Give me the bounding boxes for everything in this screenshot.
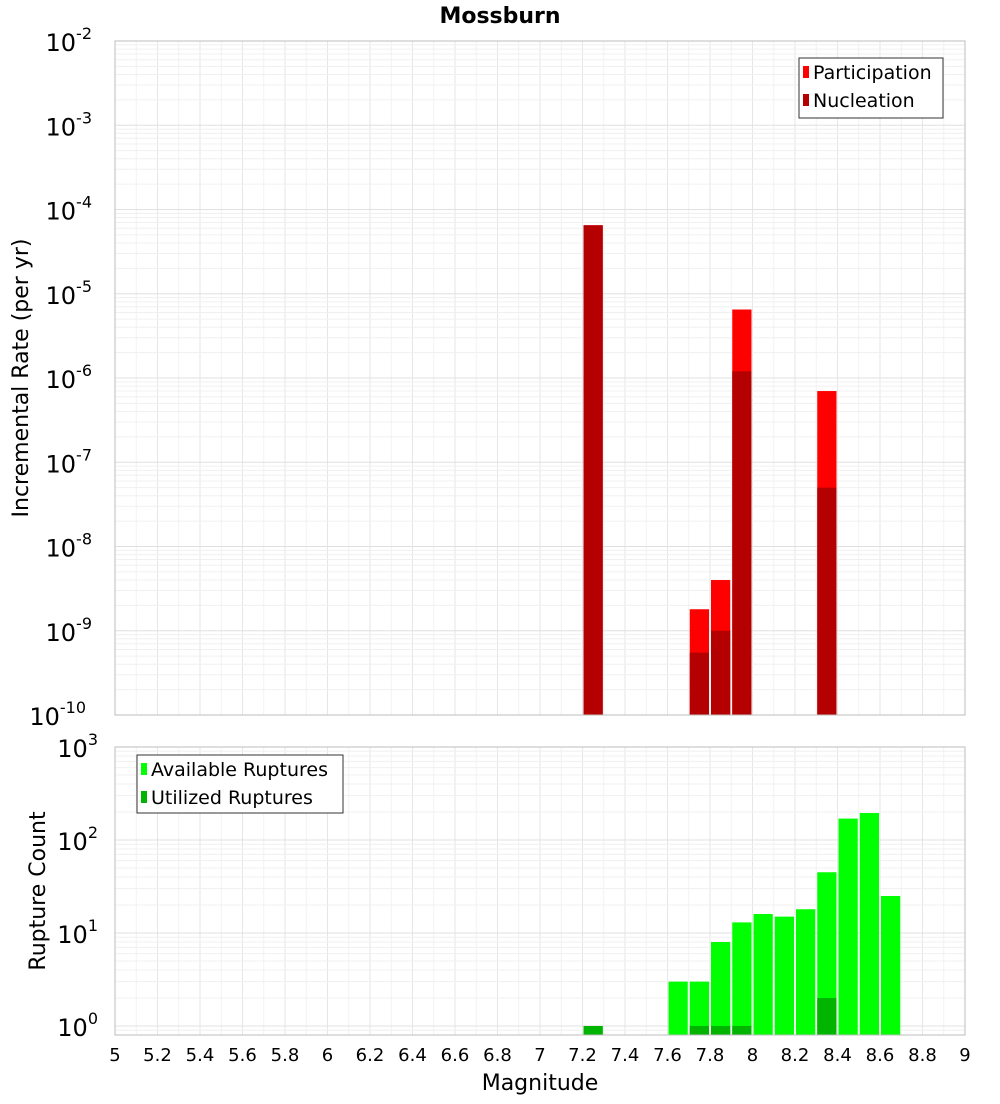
x-tick-label-0: 5 [109, 1045, 120, 1066]
x-tick-label-4: 5.8 [271, 1045, 300, 1066]
x-tick-label-19: 8.8 [908, 1045, 937, 1066]
bottom-bar-0-6 [774, 916, 794, 1035]
x-tick-label-18: 8.6 [866, 1045, 895, 1066]
bottom-bar-0-7 [796, 909, 816, 1035]
top-legend-label-1: Nucleation [813, 90, 915, 112]
top-plot-frame [114, 40, 966, 716]
x-tick-label-5: 6 [322, 1045, 333, 1066]
x-ticks: 5 5.2 5.4 5.6 5.8 6 6.2 6.4 6.6 6.8 7 7.2 7.4 7.6 7.8 8… [109, 1045, 970, 1066]
bottom-legend-label-1: Utilized Ruptures [151, 787, 313, 809]
chart-title: Mossburn [439, 4, 560, 29]
bottom-bar-0-4 [732, 922, 752, 1035]
bottom-y-tick-label-0: 103 [57, 730, 98, 763]
top-y-tick-label-6: 10-8 [46, 530, 93, 563]
x-tick-label-12: 7.4 [611, 1045, 640, 1066]
top-bar-1-3 [732, 371, 752, 715]
bottom-y-tick-label-3: 100 [57, 1009, 98, 1042]
top-y-tick-label-0: 10-2 [46, 24, 93, 57]
x-tick-label-15: 8 [747, 1045, 758, 1066]
top-y-tick-label-2: 10-4 [46, 193, 93, 226]
top-y-tick-label-3: 10-5 [46, 277, 93, 310]
bottom-legend-swatch-1 [141, 791, 147, 803]
bottom-legend-label-0: Available Ruptures [151, 759, 328, 781]
top-legend-swatch-1 [803, 94, 809, 106]
bottom-bar-0-2 [689, 981, 709, 1035]
top-y-tick-label-8: 10-10 [29, 698, 86, 731]
bottom-bar-0-11 [881, 895, 901, 1035]
bottom-panel-marks: 103 102 101 100 5 5.2 5.4 5.6 5.8 6 6.2 6.4 6.6 6.8 7 7… [57, 730, 970, 1066]
bottom-bar-1-0 [583, 1025, 603, 1035]
bottom-bar-0-3 [711, 942, 731, 1035]
x-tick-label-6: 6.2 [356, 1045, 385, 1066]
x-tick-label-16: 8.2 [781, 1045, 810, 1066]
bottom-y-axis-label: Rupture Count [26, 811, 51, 971]
x-tick-label-10: 7 [534, 1045, 545, 1066]
bottom-y-tick-label-2: 101 [57, 916, 98, 949]
bottom-plot-frame [114, 746, 966, 1036]
top-y-axis-label: Incremental Rate (per yr) [9, 239, 34, 518]
x-axis-label: Magnitude [482, 1071, 599, 1096]
x-tick-label-11: 7.2 [568, 1045, 597, 1066]
x-tick-label-8: 6.6 [441, 1045, 470, 1066]
bottom-bar-1-3 [732, 1025, 752, 1035]
bottom-legend: Available Ruptures Utilized Ruptures [136, 754, 344, 814]
bottom-bar-0-10 [859, 813, 879, 1035]
x-tick-label-13: 7.6 [653, 1045, 682, 1066]
bottom-y-ticks: 103 102 101 100 [57, 730, 98, 1042]
x-tick-label-17: 8.4 [823, 1045, 852, 1066]
bottom-bar-0-9 [838, 818, 858, 1035]
x-tick-label-1: 5.2 [143, 1045, 172, 1066]
top-legend: Participation Nucleation [798, 57, 944, 119]
top-bar-1-1 [689, 652, 709, 715]
x-tick-label-7: 6.4 [398, 1045, 427, 1066]
bottom-bar-1-2 [711, 1025, 731, 1035]
bottom-bar-0-1 [668, 981, 688, 1035]
top-series-1 [583, 225, 837, 715]
bottom-bar-1-4 [817, 997, 837, 1035]
bottom-series-1 [583, 997, 837, 1035]
bottom-bar-1-1 [689, 1025, 709, 1035]
x-tick-label-9: 6.8 [483, 1045, 512, 1066]
top-legend-swatch-0 [803, 66, 809, 78]
x-tick-label-14: 7.8 [696, 1045, 725, 1066]
top-y-ticks: 10-2 10-3 10-4 10-5 10-6 10-7 10-8 10-9 10-10 [29, 24, 92, 731]
bottom-y-tick-label-1: 102 [57, 823, 98, 856]
top-legend-label-0: Participation [813, 62, 932, 84]
x-tick-label-2: 5.4 [186, 1045, 215, 1066]
top-y-tick-label-4: 10-6 [46, 361, 93, 394]
x-tick-label-20: 9 [959, 1045, 970, 1066]
bottom-legend-swatch-0 [141, 763, 147, 775]
top-y-tick-label-5: 10-7 [46, 445, 93, 478]
top-legend-box [798, 57, 944, 119]
bottom-bar-0-8 [817, 872, 837, 1035]
top-bar-1-2 [711, 630, 731, 715]
top-panel-marks: 10-2 10-3 10-4 10-5 10-6 10-7 10-8 10-9 10-10 Par… [29, 24, 966, 731]
top-bar-1-0 [583, 225, 603, 715]
top-grid [114, 41, 966, 716]
top-y-tick-label-7: 10-9 [46, 614, 93, 647]
bottom-legend-box [136, 754, 344, 814]
top-bar-1-4 [817, 487, 837, 715]
bottom-series-0 [583, 813, 901, 1035]
top-y-tick-label-1: 10-3 [46, 108, 93, 141]
bottom-bar-0-5 [753, 914, 773, 1035]
x-tick-label-3: 5.6 [228, 1045, 257, 1066]
